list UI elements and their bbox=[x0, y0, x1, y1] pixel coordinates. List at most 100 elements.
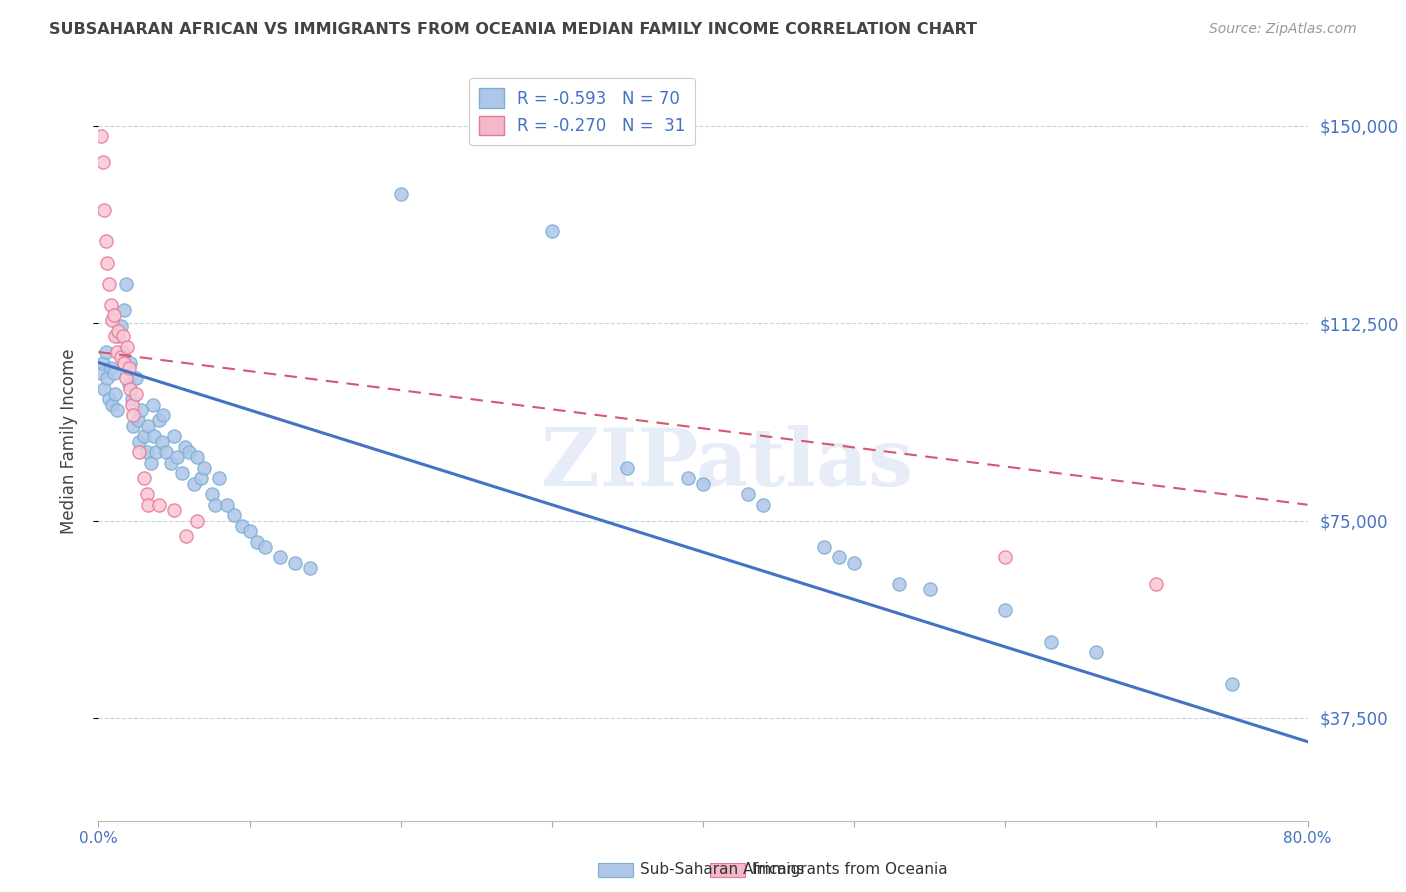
Point bbox=[127, 413, 149, 427]
Point bbox=[105, 403, 128, 417]
Point bbox=[135, 445, 157, 459]
Point bbox=[616, 461, 638, 475]
Point bbox=[540, 224, 562, 238]
Point bbox=[1220, 677, 1243, 691]
Point bbox=[98, 277, 121, 291]
Point bbox=[201, 487, 224, 501]
Point bbox=[190, 471, 212, 485]
Point bbox=[173, 440, 195, 454]
Point bbox=[120, 382, 142, 396]
Point bbox=[163, 429, 186, 443]
Point bbox=[132, 471, 155, 485]
Point bbox=[93, 382, 115, 396]
Point bbox=[253, 540, 276, 554]
Point bbox=[813, 540, 835, 554]
Point bbox=[121, 392, 143, 407]
Point bbox=[118, 360, 141, 375]
Point bbox=[676, 471, 699, 485]
Point bbox=[96, 371, 118, 385]
Point bbox=[183, 476, 205, 491]
Point bbox=[121, 398, 143, 412]
Point bbox=[103, 366, 125, 380]
Point bbox=[269, 550, 291, 565]
Point bbox=[135, 487, 157, 501]
Point bbox=[150, 434, 173, 449]
Point bbox=[125, 387, 148, 401]
Point bbox=[122, 418, 145, 433]
Text: Sub-Saharan Africans: Sub-Saharan Africans bbox=[640, 863, 804, 877]
Point bbox=[111, 329, 134, 343]
Point bbox=[737, 487, 759, 501]
Point bbox=[136, 418, 159, 433]
Point bbox=[163, 503, 186, 517]
Point bbox=[112, 302, 135, 317]
Point bbox=[94, 345, 117, 359]
Point bbox=[100, 360, 122, 375]
Point bbox=[142, 398, 165, 412]
Text: SUBSAHARAN AFRICAN VS IMMIGRANTS FROM OCEANIA MEDIAN FAMILY INCOME CORRELATION C: SUBSAHARAN AFRICAN VS IMMIGRANTS FROM OC… bbox=[49, 22, 977, 37]
Point bbox=[100, 298, 122, 312]
Point bbox=[118, 376, 141, 391]
Point bbox=[148, 498, 170, 512]
Point bbox=[170, 466, 193, 480]
Point bbox=[129, 403, 152, 417]
Point bbox=[141, 456, 163, 470]
Point bbox=[994, 550, 1017, 565]
Point bbox=[90, 366, 112, 380]
Point bbox=[143, 429, 166, 443]
Text: Source: ZipAtlas.com: Source: ZipAtlas.com bbox=[1209, 22, 1357, 37]
Point bbox=[91, 355, 114, 369]
Point bbox=[114, 371, 136, 385]
Point bbox=[186, 514, 208, 528]
Point bbox=[107, 329, 129, 343]
Point bbox=[115, 340, 138, 354]
Point bbox=[204, 498, 226, 512]
Point bbox=[90, 129, 112, 144]
Point bbox=[246, 534, 269, 549]
Point bbox=[224, 508, 246, 523]
Point bbox=[889, 576, 911, 591]
Point bbox=[145, 445, 167, 459]
Point bbox=[101, 313, 124, 327]
Text: ZIPatlas: ZIPatlas bbox=[541, 425, 914, 503]
Point bbox=[105, 345, 128, 359]
Point bbox=[91, 155, 114, 169]
Point bbox=[284, 556, 307, 570]
Point bbox=[994, 603, 1017, 617]
Point bbox=[166, 450, 188, 465]
Point bbox=[1039, 634, 1062, 648]
Point bbox=[179, 445, 201, 459]
Legend: R = -0.593   N = 70, R = -0.270   N =  31: R = -0.593 N = 70, R = -0.270 N = 31 bbox=[468, 78, 696, 145]
Point bbox=[231, 518, 253, 533]
Y-axis label: Median Family Income: Median Family Income bbox=[59, 349, 77, 534]
Point bbox=[299, 561, 322, 575]
Point bbox=[136, 498, 159, 512]
Point bbox=[155, 445, 177, 459]
Point bbox=[125, 371, 148, 385]
Point bbox=[98, 392, 121, 407]
Text: Immigrants from Oceania: Immigrants from Oceania bbox=[752, 863, 948, 877]
Point bbox=[752, 498, 775, 512]
Point bbox=[101, 398, 124, 412]
Point bbox=[132, 429, 155, 443]
Point bbox=[93, 202, 115, 217]
Point bbox=[96, 255, 118, 269]
Point bbox=[152, 408, 174, 422]
Point bbox=[174, 529, 197, 543]
Point bbox=[112, 355, 135, 369]
Point bbox=[128, 445, 150, 459]
Point bbox=[122, 408, 145, 422]
Point bbox=[215, 498, 238, 512]
Point bbox=[110, 351, 132, 365]
Point bbox=[828, 550, 851, 565]
Point bbox=[692, 476, 714, 491]
Point bbox=[104, 387, 127, 401]
Point bbox=[208, 471, 231, 485]
Point bbox=[120, 355, 142, 369]
Point bbox=[844, 556, 866, 570]
Point bbox=[1085, 645, 1108, 659]
Point bbox=[160, 456, 183, 470]
Point bbox=[103, 308, 125, 322]
Point bbox=[1144, 576, 1167, 591]
Point bbox=[111, 345, 134, 359]
